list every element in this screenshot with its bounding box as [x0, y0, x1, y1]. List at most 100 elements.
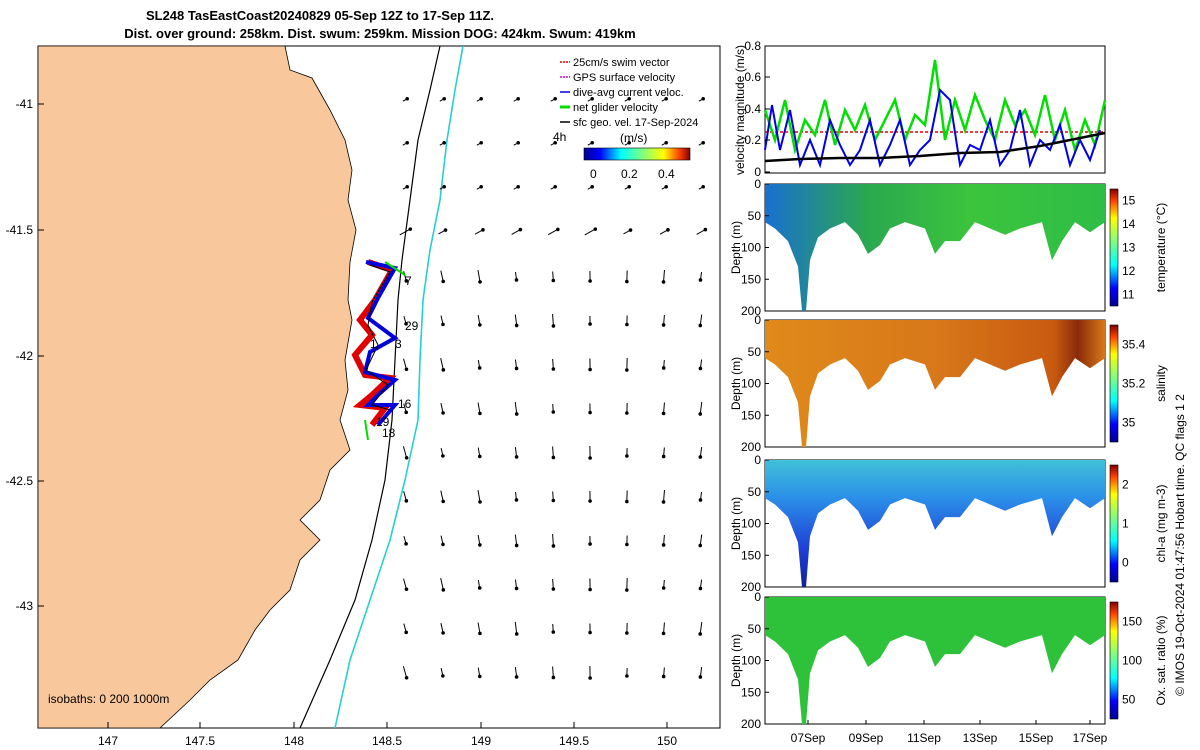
colorbar-label: temperature (°C) [1154, 203, 1168, 293]
velocity-arrow-head [408, 227, 413, 231]
vel-ytick-label: 0 [754, 165, 761, 179]
velocity-arrow-head [404, 542, 408, 546]
velocity-arrow-head [698, 498, 703, 502]
velocity-arrow-head [590, 185, 594, 189]
velocity-arrow [663, 269, 665, 283]
colorbar-label: chl-a (mg m-3) [1154, 484, 1168, 562]
depth-panel-2: 0 50 100 150 200 Depth (m) 35 35.2 35.4 salinity [729, 313, 1168, 454]
depth-ytick-label: 100 [741, 377, 761, 391]
depth-section [765, 320, 1105, 447]
depth-ytick-label: 100 [741, 241, 761, 255]
velocity-arrow-head [588, 499, 592, 503]
velocity-arrow-head [441, 411, 445, 415]
velocity-arrow [399, 228, 411, 236]
velocity-arrow-head [441, 368, 446, 372]
velocity-arrow [552, 666, 554, 678]
velocity-arrow-head [441, 322, 445, 327]
day-label-29: 29 [405, 319, 419, 333]
velocity-arrow [552, 313, 554, 327]
velocity-arrow-head [590, 141, 594, 145]
velocity-arrow [403, 358, 407, 370]
velocity-arrow-head [516, 97, 520, 101]
velocity-arrow-head [661, 631, 666, 636]
velocity-arrow-head [553, 185, 557, 189]
velocity-arrow-head [625, 411, 629, 415]
velocity-arrow-head [551, 630, 556, 634]
legend-dac: dive-avg current veloc. [573, 87, 684, 99]
vel-ytick-label: 0.8 [744, 39, 761, 53]
velocity-arrow [699, 314, 703, 326]
velocity-arrow-head [625, 674, 629, 678]
velocity-arrow-head [441, 542, 445, 547]
velocity-arrow-head [698, 366, 703, 371]
velocity-arrow-head [404, 367, 409, 372]
velocity-arrow [552, 533, 554, 547]
velocity-arrow [699, 534, 703, 546]
velocity-arrow-head [698, 278, 703, 282]
velocity-arrow-head [478, 500, 482, 504]
velocity-arrow-head [627, 141, 631, 145]
velocity-arrow-head [625, 279, 629, 284]
depth-ytick-label: 50 [748, 485, 762, 499]
depth-ylabel: Depth (m) [729, 497, 743, 550]
depth-ytick-label: 0 [754, 313, 761, 327]
velocity-arrow-head [404, 499, 409, 503]
legend-geo: sfc geo. vel. 17-Sep-2024 [573, 117, 698, 129]
velocity-arrow-head [477, 586, 482, 590]
velocity-arrow [402, 446, 408, 458]
velocity-arrow [440, 270, 444, 282]
velocity-arrow-head [405, 97, 409, 101]
velocity-arrow [403, 578, 407, 590]
depth-ylabel: Depth (m) [729, 634, 743, 687]
velocity-arrow-head [479, 185, 483, 189]
velocity-panel: 0 0.2 0.4 0.6 0.8 velocity magnitude (m/s) [733, 39, 1107, 179]
velocity-arrow-head [661, 280, 666, 284]
velocity-arrow [440, 490, 444, 502]
velocity-arrow-head [551, 367, 556, 371]
chart-title-line2: Dist. over ground: 258km. Dist. swum: 25… [124, 26, 636, 41]
lon-tick-label: 147.5 [185, 734, 215, 748]
velocity-arrow-head [442, 97, 446, 101]
velocity-arrow-head [701, 97, 705, 101]
series-net-glider [763, 59, 1107, 155]
lon-tick-label: 150 [657, 734, 677, 748]
velocity-arrow-head [404, 675, 409, 680]
lon-tick-label: 147 [98, 734, 118, 748]
velocity-arrow-head [698, 323, 703, 328]
depth-colorbar [1109, 601, 1119, 720]
time-tick-label: 07Sep [791, 731, 826, 745]
velocity-arrow-head [514, 632, 519, 636]
glider-track [351, 259, 406, 441]
day-label-18: 18 [382, 426, 396, 440]
vel-ytick-label: 0.2 [744, 133, 761, 147]
velocity-arrow [663, 402, 665, 414]
velocity-arrow-head [698, 455, 703, 459]
vel-ytick-label: 0.4 [744, 102, 761, 116]
day-label-3: 3 [395, 337, 402, 351]
velocity-arrow-head [404, 279, 409, 283]
chart-title-line1: SL248 TasEastCoast20240829 05-Sep 12Z to… [145, 8, 495, 23]
velocity-arrow-head [404, 322, 408, 326]
velocity-arrow-head [442, 141, 446, 145]
legend-interval: 4h [553, 130, 566, 144]
velocity-arrow-head [588, 542, 592, 546]
vel-ytick-label: 0.6 [744, 70, 761, 84]
velocity-arrow-head [478, 411, 482, 416]
velocity-arrow-head [477, 674, 482, 679]
velocity-arrow-head [588, 322, 592, 326]
velocity-arrow-head [441, 454, 445, 458]
velocity-arrow-head [441, 588, 446, 592]
velocity-arrow-head [514, 323, 519, 328]
lon-tick-label: 148.5 [372, 734, 402, 748]
time-tick-label: 15Sep [1019, 731, 1054, 745]
depth-section [765, 460, 1105, 587]
velocity-arrow-head [441, 631, 445, 635]
depth-ytick-label: 150 [741, 272, 761, 286]
velocity-arrow-head [518, 227, 523, 232]
day-labels: 7 29 3 16 19 18 1 [370, 274, 419, 440]
velocity-arrow-head [701, 185, 705, 189]
colorbar-tick-label: 35 [1122, 416, 1136, 430]
velocity-arrow-head [551, 587, 556, 591]
velocity-arrow-head [664, 97, 668, 101]
